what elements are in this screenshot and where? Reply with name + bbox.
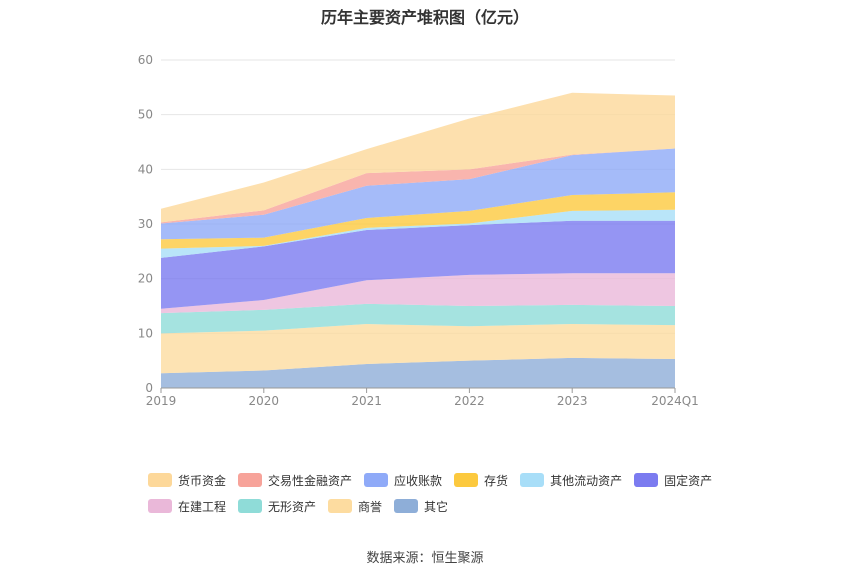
legend-item[interactable]: 应收账款	[364, 472, 442, 488]
x-tick-label: 2023	[557, 394, 588, 408]
legend-swatch	[148, 499, 172, 513]
legend-label: 存货	[484, 473, 509, 488]
series-area-1	[161, 324, 675, 374]
x-tick-label: 2020	[249, 394, 280, 408]
x-tick-label: 2021	[351, 394, 382, 408]
series-area-9	[161, 92, 675, 223]
legend-label: 固定资产	[664, 473, 713, 488]
y-tick-label: 50	[138, 108, 153, 122]
legend-label: 应收账款	[394, 473, 443, 488]
legend-item[interactable]: 交易性金融资产	[238, 472, 352, 488]
legend-swatch	[148, 473, 172, 487]
legend-swatch	[520, 473, 545, 487]
y-tick-label: 20	[138, 272, 153, 286]
legend-item[interactable]: 在建工程	[148, 498, 226, 514]
legend-swatch	[238, 499, 263, 513]
y-tick-label: 0	[145, 381, 153, 395]
legend-label: 其它	[424, 499, 449, 514]
series-area-7	[161, 148, 675, 240]
legend-item[interactable]: 无形资产	[238, 498, 316, 514]
x-tick-label: 2024Q1	[651, 394, 699, 408]
legend-item[interactable]: 其它	[394, 498, 448, 514]
chart-legend: 货币资金 交易性金融资产 应收账款 存货 其他流动资产 固定资产在建工程 无形资产 商誉 其它	[148, 472, 728, 514]
x-tick-label: 2019	[146, 394, 177, 408]
legend-swatch	[634, 473, 659, 487]
legend-swatch	[328, 499, 353, 513]
legend-label: 货币资金	[178, 473, 227, 488]
legend-item[interactable]: 货币资金	[148, 472, 226, 488]
y-tick-label: 10	[138, 326, 153, 340]
series-area-8	[161, 148, 675, 224]
chart-title: 历年主要资产堆积图（亿元）	[320, 8, 529, 27]
legend-item[interactable]: 商誉	[328, 498, 382, 514]
series-area-6	[161, 192, 675, 249]
legend-swatch	[394, 499, 419, 513]
series-area-5	[161, 209, 675, 258]
series-area-3	[161, 273, 675, 314]
legend-swatch	[364, 473, 389, 487]
y-tick-label: 30	[138, 217, 153, 231]
x-tick-label: 2022	[454, 394, 485, 408]
legend-swatch	[454, 473, 479, 487]
legend-label: 商誉	[358, 499, 383, 514]
legend-label: 在建工程	[178, 499, 227, 514]
legend-swatch	[238, 473, 263, 487]
series-area-0	[161, 357, 675, 388]
series-area-2	[161, 303, 675, 334]
legend-item[interactable]: 固定资产	[634, 472, 712, 488]
data-source: 数据来源：恒生聚源	[366, 551, 484, 566]
legend-label: 交易性金融资产	[268, 473, 353, 488]
legend-label: 其他流动资产	[550, 473, 623, 488]
legend-label: 无形资产	[268, 499, 317, 514]
y-tick-label: 40	[138, 162, 153, 176]
series-area-4	[161, 220, 675, 309]
legend-item[interactable]: 其他流动资产	[520, 472, 622, 488]
legend-item[interactable]: 存货	[454, 472, 508, 488]
y-tick-label: 60	[138, 53, 153, 67]
